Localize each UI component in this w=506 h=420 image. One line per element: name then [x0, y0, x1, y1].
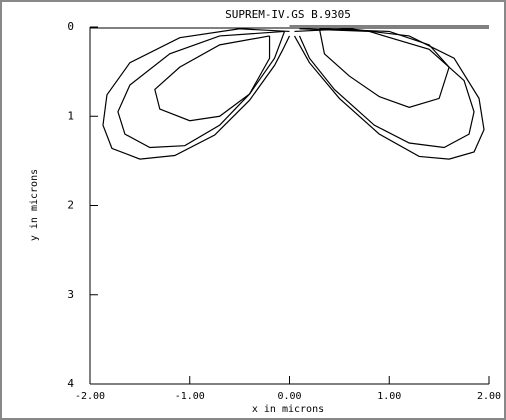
contour-line	[102, 28, 291, 160]
x-tick-label: 2.00	[477, 391, 501, 402]
x-tick-label: -2.00	[75, 391, 105, 402]
contour-line	[117, 30, 286, 149]
y-tick-label: 4	[67, 377, 74, 390]
contour-line	[318, 28, 450, 108]
y-tick-label: 0	[67, 20, 74, 33]
x-tick-label: 1.00	[377, 391, 401, 402]
x-axis-label: x in microns	[252, 404, 324, 415]
x-tick-label: -1.00	[175, 391, 205, 402]
y-tick-label: 2	[67, 199, 74, 212]
y-tick-label: 1	[67, 109, 74, 122]
x-tick-label: 0.00	[277, 391, 301, 402]
contour-line	[298, 28, 475, 149]
contour-line	[293, 28, 485, 160]
y-axis-label: y in microns	[29, 169, 40, 241]
y-tick-label: 3	[67, 288, 74, 301]
contour-line	[154, 35, 271, 122]
chart-title: SUPREM-IV.GS B.9305	[225, 8, 351, 21]
